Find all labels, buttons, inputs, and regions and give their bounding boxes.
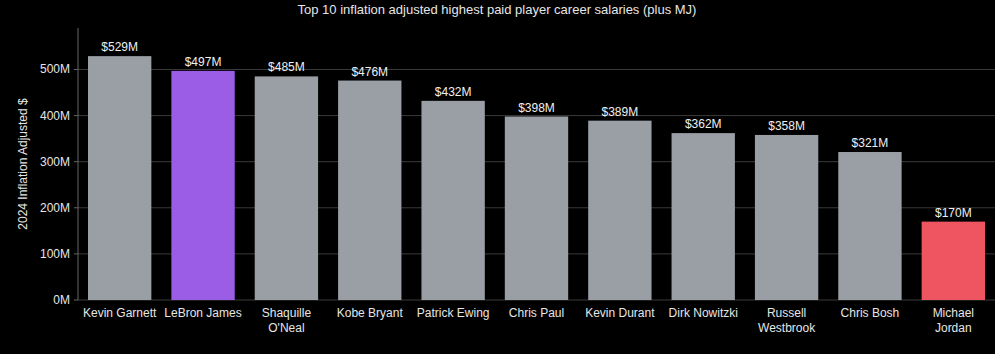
bar <box>755 135 818 300</box>
data-label: $389M <box>602 105 639 119</box>
y-tick <box>74 300 78 301</box>
y-tick-label: 300M <box>40 155 70 169</box>
y-tick-label: 400M <box>40 109 70 123</box>
x-tick-label: LeBron James <box>164 306 241 320</box>
bar <box>421 101 484 300</box>
x-tick-label: RussellWestbrook <box>758 306 816 335</box>
bar <box>672 133 735 300</box>
x-tick-label: Kevin Garnett <box>83 306 157 320</box>
bar <box>922 222 985 300</box>
x-tick-label: Chris Bosh <box>841 306 900 320</box>
y-tick-label: 0M <box>53 293 70 307</box>
x-tick-label: Kobe Bryant <box>337 306 404 320</box>
x-tick-label: ShaquilleO'Neal <box>262 306 312 335</box>
bar <box>505 117 568 300</box>
y-tick-label: 100M <box>40 247 70 261</box>
data-label: $529M <box>101 40 138 54</box>
y-tick-label: 200M <box>40 201 70 215</box>
bar <box>838 152 901 300</box>
bar <box>88 56 151 300</box>
x-tick-label: MichaelJordan <box>933 306 974 335</box>
y-tick <box>74 253 78 254</box>
data-label: $358M <box>768 119 805 133</box>
bar <box>338 81 401 300</box>
bars <box>88 56 985 300</box>
y-tick-label: 500M <box>40 62 70 76</box>
data-label: $485M <box>268 60 305 74</box>
y-tick <box>74 115 78 116</box>
data-label: $321M <box>852 136 889 150</box>
x-tick-label: Dirk Nowitzki <box>669 306 738 320</box>
data-label: $432M <box>435 85 472 99</box>
data-label: $497M <box>185 55 222 69</box>
title: Top 10 inflation adjusted highest paid p… <box>298 2 697 17</box>
data-label: $170M <box>935 206 972 220</box>
y-tick <box>74 207 78 208</box>
chart: Top 10 inflation adjusted highest paid p… <box>0 0 995 354</box>
y-axis-label: 2024 Inflation Adjusted $ <box>16 98 30 230</box>
background <box>0 0 995 354</box>
bar <box>171 71 234 300</box>
x-tick-label: Patrick Ewing <box>417 306 490 320</box>
y-tick <box>74 161 78 162</box>
y-tick <box>74 69 78 70</box>
y-axis <box>78 28 79 300</box>
x-tick-label: Kevin Durant <box>585 306 655 320</box>
data-label: $398M <box>518 101 555 115</box>
bar <box>255 76 318 300</box>
x-tick-label: Chris Paul <box>509 306 564 320</box>
data-label: $476M <box>351 65 388 79</box>
data-label: $362M <box>685 117 722 131</box>
grid-line <box>78 69 995 70</box>
bar <box>588 121 651 300</box>
